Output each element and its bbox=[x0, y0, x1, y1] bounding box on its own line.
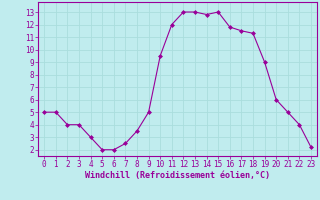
X-axis label: Windchill (Refroidissement éolien,°C): Windchill (Refroidissement éolien,°C) bbox=[85, 171, 270, 180]
